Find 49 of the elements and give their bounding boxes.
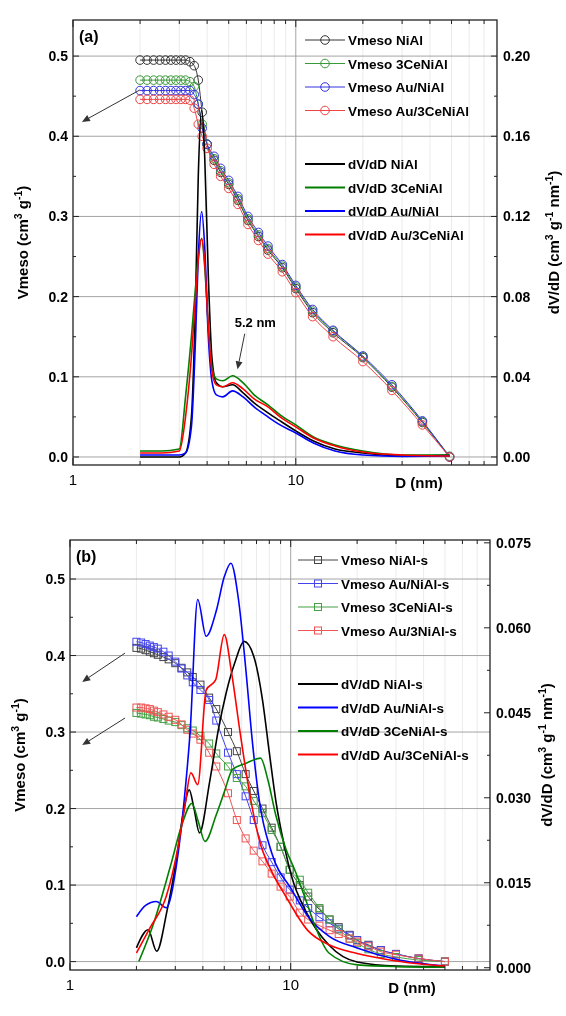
y-tick-label: 0.4 <box>45 647 66 664</box>
y2-tick-label: 0.015 <box>496 874 532 891</box>
y2-tick-label: 0.00 <box>503 448 531 465</box>
y-tick-label: 0.3 <box>45 724 66 741</box>
y2-tick-label: 0.04 <box>503 368 531 385</box>
text: (a) <box>79 28 99 45</box>
legend-label: Vmeso Au/NiAl <box>348 80 445 95</box>
y2-tick-label: 0.08 <box>503 288 531 305</box>
y2-tick-label: 0.20 <box>503 48 531 65</box>
legend-label: Vmeso NiAl-s <box>341 553 429 568</box>
y2-tick-label: 0.060 <box>496 619 532 636</box>
y2-tick-label: 0.045 <box>496 704 532 721</box>
legend-label: dV/dD NiAl-s <box>341 677 423 692</box>
y-tick-label: 0.1 <box>45 877 66 894</box>
legend-label: dV/dD 3CeNiAl-s <box>341 724 448 739</box>
y-tick-label: 0.2 <box>45 800 66 817</box>
legend-label: Vmeso Au/NiAl-s <box>341 576 450 592</box>
y2-tick-label: 0.12 <box>503 208 531 225</box>
y-tick-label: 0.0 <box>48 448 69 465</box>
y2-tick-label: 0.16 <box>503 128 531 145</box>
annotation: 5.2 nm <box>234 315 276 331</box>
y-tick-label: 0.0 <box>45 953 66 970</box>
x-tick-label: 1 <box>65 976 75 993</box>
legend-label: Vmeso Au/3NiAl-s <box>341 623 457 639</box>
legend-label: Vmeso Au/3CeNiAl <box>348 103 470 119</box>
y2-tick-label: 0.075 <box>496 534 532 551</box>
legend-label: Vmeso NiAl <box>348 33 424 48</box>
legend-label: dV/dD NiAl <box>348 157 418 172</box>
legend-label: Vmeso 3CeNiAl <box>348 56 448 72</box>
x-axis-title: D (nm) <box>395 474 443 491</box>
text: (b) <box>76 548 97 565</box>
legend-label: dV/dD Au/NiAl-s <box>341 700 444 716</box>
y-tick-label: 0.5 <box>48 48 69 65</box>
x-tick-label: 10 <box>287 471 305 488</box>
legend-label: dV/dD Au/3CeNiAl <box>348 227 464 243</box>
legend-label: dV/dD Au/NiAl <box>348 204 439 219</box>
y-tick-label: 0.3 <box>48 208 69 225</box>
y-tick-label: 0.1 <box>48 368 69 385</box>
y-tick-label: 0.5 <box>45 571 66 588</box>
y2-tick-label: 0.000 <box>496 959 532 976</box>
legend-label: Vmeso 3CeNiAl-s <box>341 600 453 615</box>
legend-label: dV/dD 3CeNiAl <box>348 180 443 196</box>
legend-label: dV/dD Au/3CeNiAl-s <box>341 747 469 763</box>
y2-tick-label: 0.030 <box>496 789 532 806</box>
y-tick-label: 0.4 <box>48 128 69 145</box>
x-tick-label: 10 <box>282 976 300 993</box>
y-tick-label: 0.2 <box>48 288 69 305</box>
x-tick-label: 1 <box>68 471 78 488</box>
x-axis-title: D (nm) <box>388 979 436 996</box>
